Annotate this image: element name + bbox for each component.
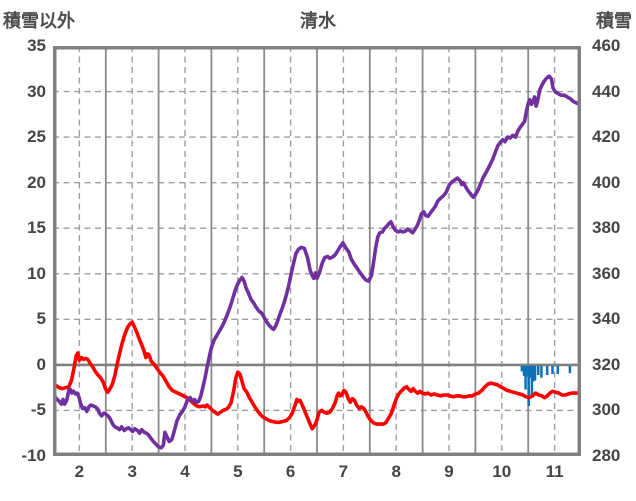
y-axis-right-tick: 320 bbox=[592, 354, 621, 374]
snow-bar bbox=[527, 365, 530, 406]
left-axis-title: 積雪以外 bbox=[3, 11, 75, 31]
snow-bar bbox=[551, 365, 554, 375]
snow-bar bbox=[522, 365, 526, 376]
right-axis-title: 積雪 bbox=[596, 11, 632, 31]
y-axis-left-tick: 30 bbox=[27, 81, 46, 101]
y-axis-left-tick: 35 bbox=[27, 36, 46, 55]
snow-bar bbox=[529, 365, 532, 378]
snow-bar bbox=[533, 365, 537, 381]
snow-bar bbox=[524, 365, 527, 390]
snow-bar bbox=[520, 365, 524, 372]
plot-area bbox=[51, 46, 582, 456]
y-axis-right-tick: 280 bbox=[592, 446, 621, 465]
y-axis-right-tick: 380 bbox=[592, 218, 621, 238]
x-axis-tick: 4 bbox=[180, 462, 190, 481]
y-axis-right-tick: 340 bbox=[592, 309, 621, 329]
x-axis-tick: 7 bbox=[338, 462, 349, 481]
y-axis-right-tick: 460 bbox=[592, 36, 621, 55]
snow-bar bbox=[525, 365, 529, 377]
snow-bar bbox=[545, 365, 549, 375]
snow-bar bbox=[530, 365, 534, 398]
snow-bar bbox=[556, 365, 560, 375]
y-axis-left-tick: -10 bbox=[21, 446, 46, 465]
x-axis-tick: 5 bbox=[233, 462, 243, 481]
x-axis-tick: 8 bbox=[391, 462, 401, 481]
y-axis-left-tick: 15 bbox=[27, 218, 46, 238]
y-axis-right-tick: 300 bbox=[592, 400, 621, 420]
snow-bar bbox=[536, 365, 540, 375]
y-axis-left-tick: 25 bbox=[27, 127, 46, 147]
red-series-line bbox=[51, 320, 582, 431]
chart-title: 清水 bbox=[300, 11, 336, 31]
snow-bar bbox=[532, 365, 535, 382]
y-axis-right-tick: 400 bbox=[592, 172, 621, 192]
x-axis-tick: 11 bbox=[545, 462, 564, 481]
y-axis-left-tick: 20 bbox=[27, 172, 46, 192]
x-axis-tick: 3 bbox=[127, 462, 137, 481]
snow-bar bbox=[540, 365, 543, 378]
plot-border bbox=[53, 46, 581, 456]
chart-svg bbox=[51, 46, 582, 456]
y-axis-right-tick: 360 bbox=[592, 263, 621, 283]
purple-series-line bbox=[51, 74, 582, 450]
snow-bar bbox=[568, 365, 572, 374]
y-axis-right-tick: 420 bbox=[592, 127, 621, 147]
y-axis-left-tick: 0 bbox=[36, 354, 46, 374]
y-axis-left-tick: 10 bbox=[27, 263, 46, 283]
y-axis-left-tick: -5 bbox=[30, 400, 46, 420]
x-axis-tick: 2 bbox=[74, 462, 85, 481]
x-axis-tick: 9 bbox=[444, 462, 454, 481]
x-axis-tick: 10 bbox=[492, 462, 512, 481]
x-axis-tick: 6 bbox=[285, 462, 296, 481]
y-axis-right-tick: 440 bbox=[592, 81, 621, 101]
y-axis-left-tick: 5 bbox=[36, 309, 46, 329]
